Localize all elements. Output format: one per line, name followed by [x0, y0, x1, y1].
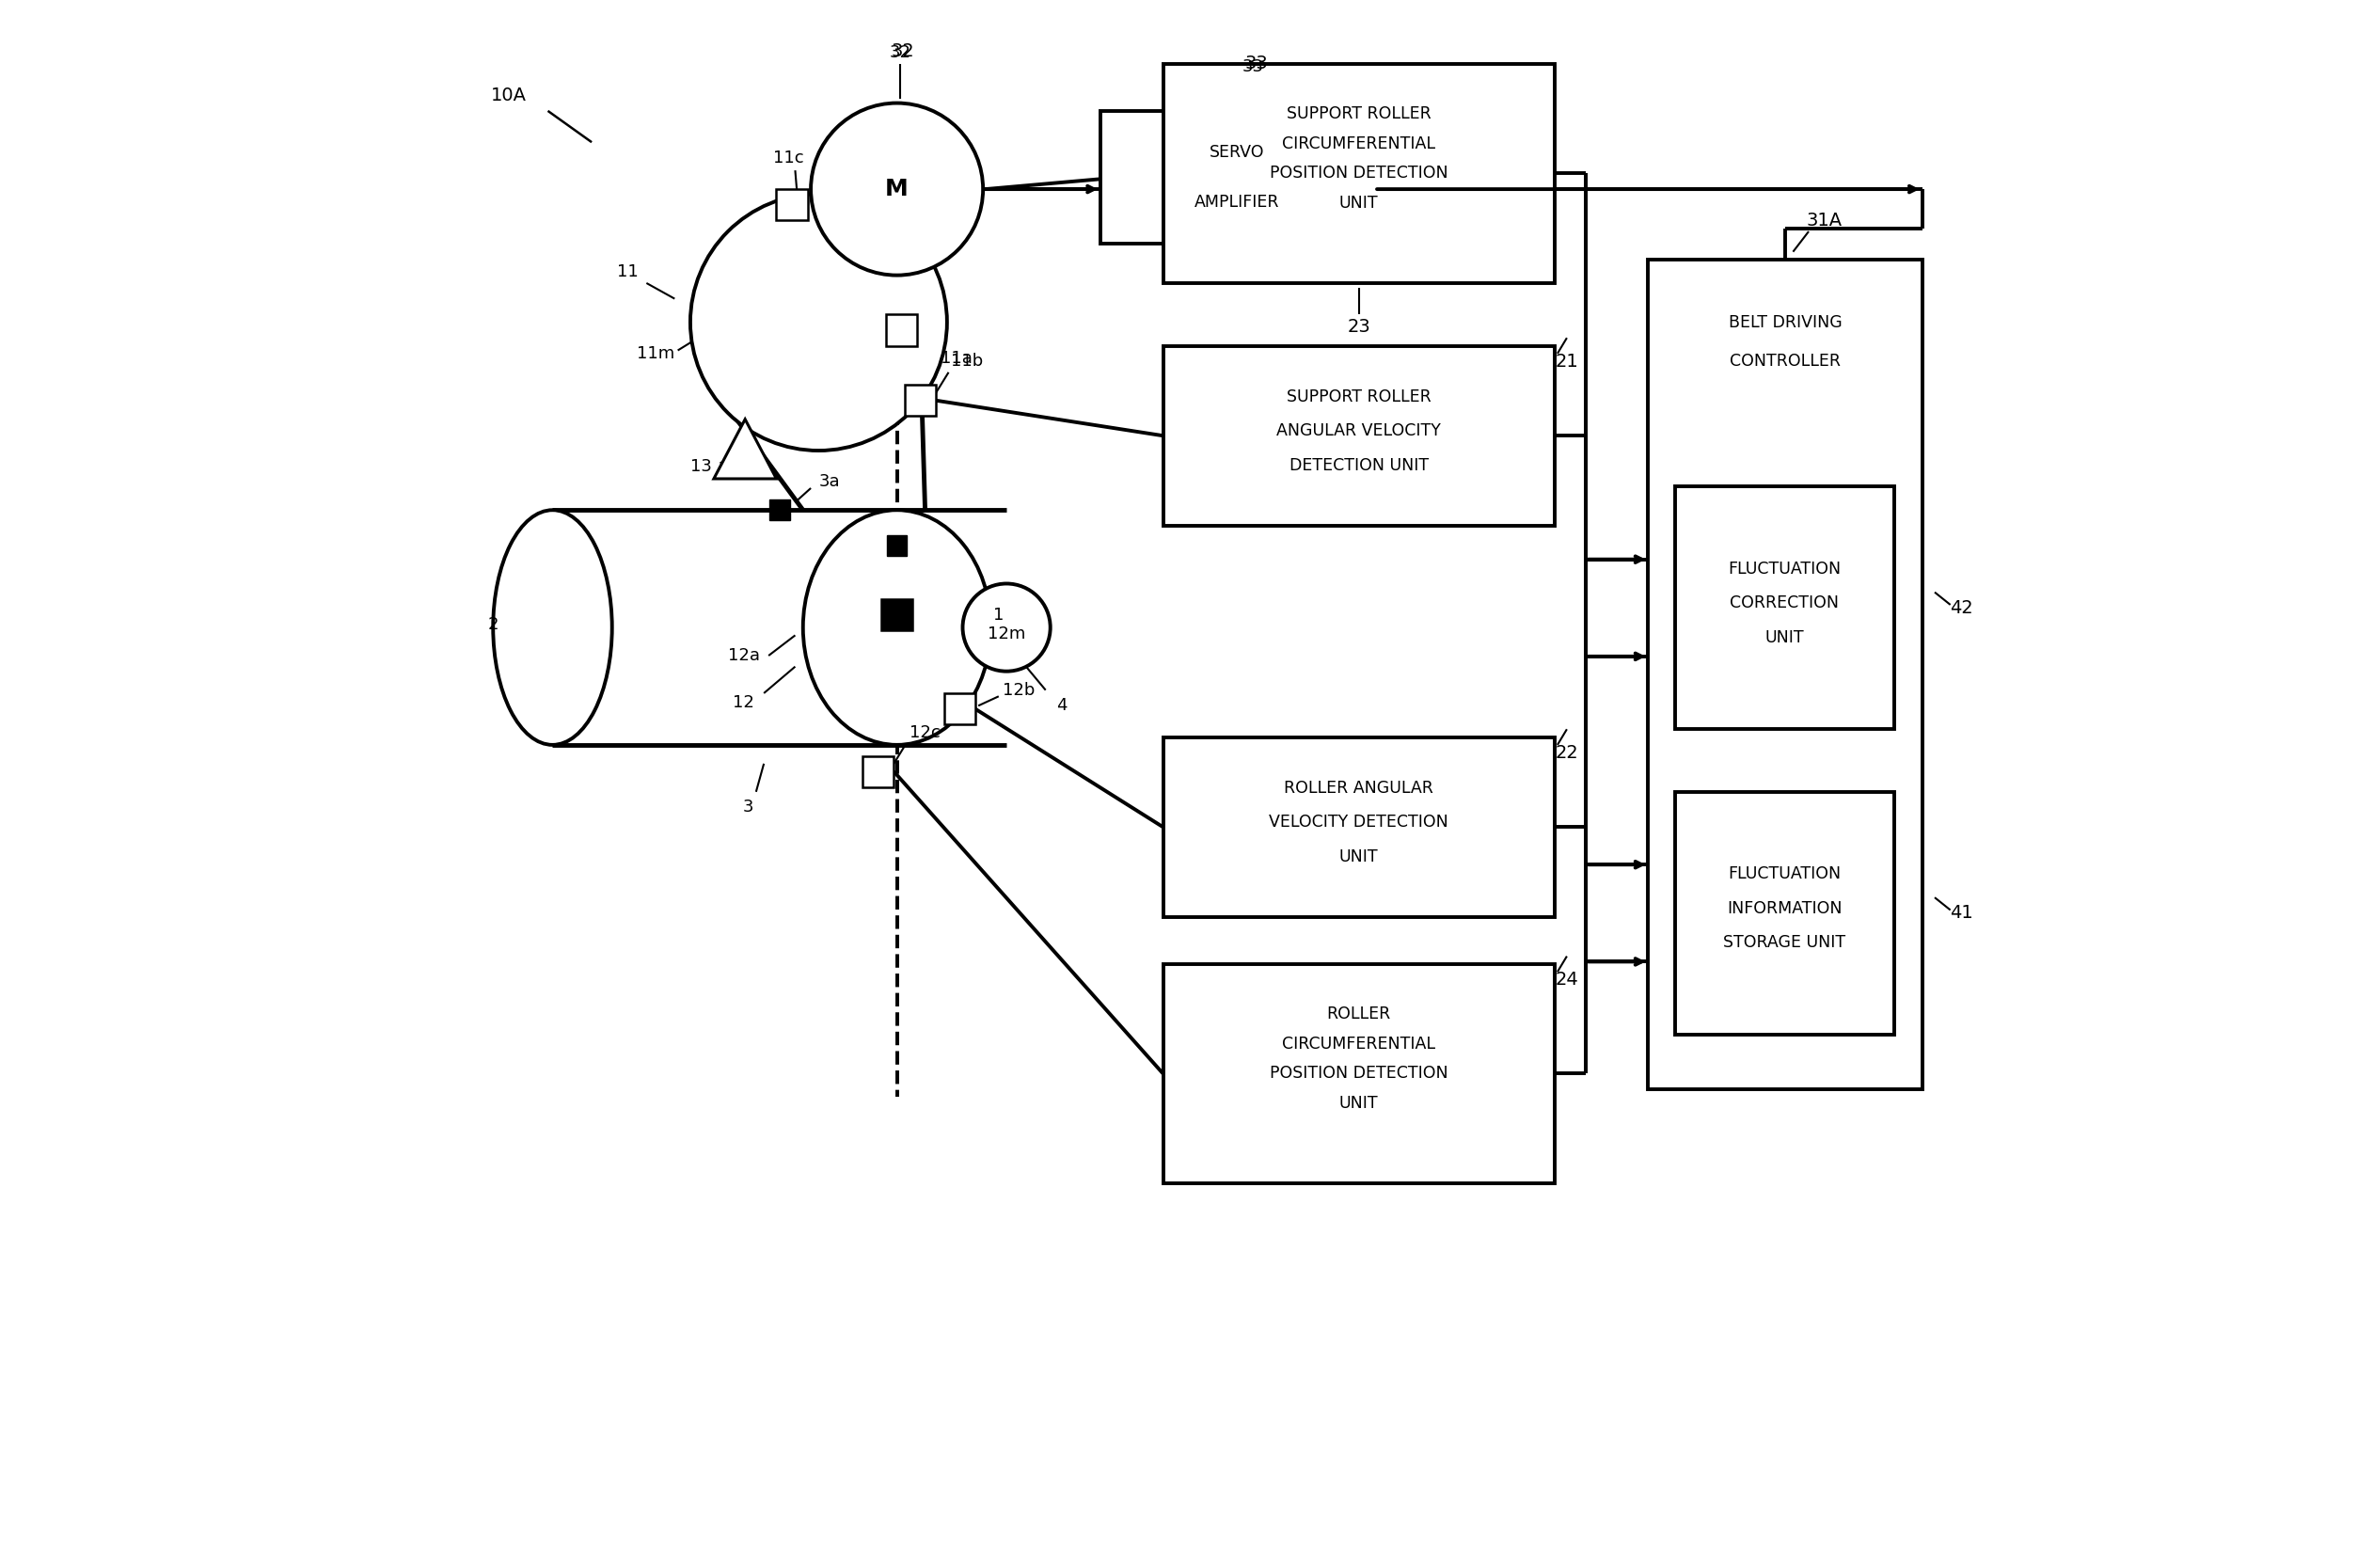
Text: VELOCITY DETECTION: VELOCITY DETECTION [1270, 814, 1448, 831]
Bar [1675, 486, 1894, 729]
Bar [776, 190, 807, 221]
Circle shape [691, 194, 947, 450]
Text: 22: 22 [1554, 743, 1578, 762]
Text: CONTROLLER: CONTROLLER [1730, 353, 1841, 370]
Bar [1163, 345, 1554, 525]
Text: UNIT: UNIT [1338, 194, 1379, 212]
Text: 23: 23 [1348, 318, 1369, 336]
Text: 11: 11 [617, 263, 638, 281]
Text: CORRECTION: CORRECTION [1730, 594, 1839, 612]
Text: 31A: 31A [1806, 212, 1841, 229]
Text: UNIT: UNIT [1338, 1094, 1379, 1112]
Text: FLUCTUATION: FLUCTUATION [1728, 560, 1841, 577]
Text: ANGULAR VELOCITY: ANGULAR VELOCITY [1277, 422, 1440, 439]
Circle shape [812, 103, 982, 276]
Bar [1163, 964, 1554, 1184]
Bar [861, 756, 895, 787]
Text: BELT DRIVING: BELT DRIVING [1728, 314, 1841, 331]
Text: CIRCUMFERENTIAL: CIRCUMFERENTIAL [1281, 1035, 1436, 1052]
Text: 33: 33 [1243, 55, 1267, 72]
Text: POSITION DETECTION: POSITION DETECTION [1270, 1065, 1448, 1082]
Text: POSITION DETECTION: POSITION DETECTION [1270, 165, 1448, 182]
Text: 12a: 12a [729, 648, 759, 665]
Text: 13: 13 [691, 458, 712, 475]
Text: M: M [885, 177, 909, 201]
Bar [769, 500, 790, 521]
Text: ROLLER ANGULAR: ROLLER ANGULAR [1284, 779, 1433, 797]
Text: AMPLIFIER: AMPLIFIER [1196, 194, 1279, 212]
Text: 1: 1 [994, 607, 1004, 624]
Text: DETECTION UNIT: DETECTION UNIT [1289, 456, 1429, 474]
Bar [1675, 792, 1894, 1035]
Text: 32: 32 [892, 42, 916, 60]
Text: 10A: 10A [491, 86, 527, 103]
Text: INFORMATION: INFORMATION [1728, 900, 1841, 917]
Text: 11a: 11a [940, 350, 973, 367]
Text: 32: 32 [890, 44, 911, 61]
Text: FLUCTUATION: FLUCTUATION [1728, 866, 1841, 883]
Bar [1101, 111, 1374, 245]
Text: CIRCUMFERENTIAL: CIRCUMFERENTIAL [1281, 135, 1436, 152]
Ellipse shape [494, 510, 612, 745]
Text: UNIT: UNIT [1338, 848, 1379, 866]
Text: 12m: 12m [987, 626, 1025, 643]
Bar [885, 314, 918, 345]
Circle shape [963, 583, 1051, 671]
Bar [880, 599, 914, 630]
Text: 24: 24 [1554, 971, 1578, 988]
Text: 11b: 11b [952, 353, 982, 370]
Bar [1649, 260, 1922, 1090]
Text: 41: 41 [1951, 905, 1972, 922]
Bar [904, 384, 935, 416]
Text: 2: 2 [489, 616, 498, 633]
Text: 4: 4 [1056, 698, 1068, 713]
Ellipse shape [802, 510, 992, 745]
Text: SERVO: SERVO [1210, 144, 1265, 162]
Text: 33: 33 [1241, 58, 1265, 75]
Text: 11c: 11c [774, 149, 804, 166]
Text: 12c: 12c [909, 724, 940, 740]
Text: ROLLER: ROLLER [1327, 1005, 1391, 1022]
Bar [1163, 64, 1554, 284]
Bar [888, 535, 906, 555]
Text: 12: 12 [733, 695, 755, 710]
Text: 21: 21 [1554, 353, 1578, 370]
Bar [1163, 737, 1554, 917]
Text: 12b: 12b [1004, 682, 1035, 698]
Text: 3a: 3a [819, 474, 840, 491]
Text: SUPPORT ROLLER: SUPPORT ROLLER [1286, 389, 1431, 405]
Text: UNIT: UNIT [1766, 629, 1803, 646]
Text: 11m: 11m [636, 345, 674, 362]
Text: STORAGE UNIT: STORAGE UNIT [1723, 935, 1846, 952]
Text: 42: 42 [1951, 599, 1972, 616]
Polygon shape [714, 419, 776, 478]
Bar [944, 693, 975, 724]
Text: SUPPORT ROLLER: SUPPORT ROLLER [1286, 105, 1431, 122]
Text: 3: 3 [743, 800, 755, 815]
